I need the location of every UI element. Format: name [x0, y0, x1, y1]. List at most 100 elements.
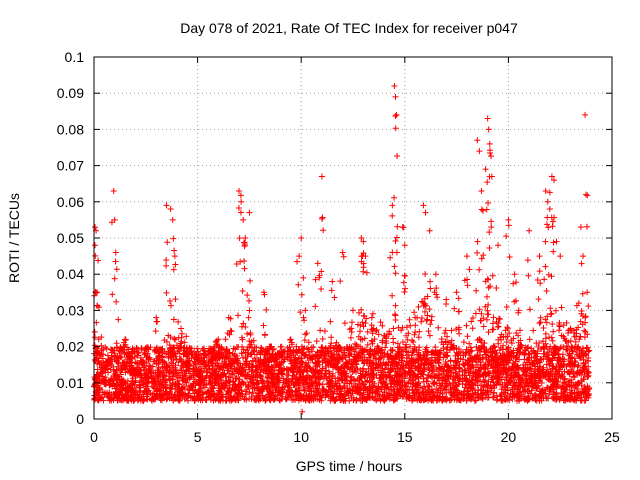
roti-point	[300, 274, 307, 281]
roti-point	[241, 258, 248, 265]
roti-point	[163, 289, 170, 296]
roti-point	[349, 387, 356, 394]
roti-point	[95, 257, 102, 264]
roti-spike-point	[240, 216, 247, 223]
roti-spike-point	[432, 271, 439, 278]
roti-point	[489, 320, 496, 327]
roti-point	[526, 336, 533, 343]
roti-point	[543, 319, 550, 326]
roti-point	[571, 363, 578, 370]
chart-title: Day 078 of 2021, Rate Of TEC Index for r…	[180, 20, 518, 36]
roti-point	[555, 368, 562, 375]
roti-spike-point	[482, 166, 489, 173]
roti-point	[522, 344, 529, 351]
roti-point	[238, 350, 245, 357]
roti-point	[240, 354, 247, 361]
roti-point	[474, 238, 481, 245]
roti-spike-point	[474, 137, 481, 144]
roti-point	[550, 349, 557, 356]
data-points	[91, 82, 593, 415]
roti-spike-point	[476, 148, 483, 155]
roti-spike-point	[495, 242, 502, 249]
roti-point	[246, 307, 253, 314]
roti-point	[525, 272, 532, 279]
roti-point	[393, 234, 400, 241]
roti-point	[570, 348, 576, 355]
roti-point	[511, 388, 518, 395]
roti-point	[424, 383, 431, 390]
roti-point	[513, 279, 520, 286]
roti-point	[545, 271, 552, 278]
roti-point	[250, 348, 257, 355]
roti-point	[443, 300, 450, 307]
roti-point	[415, 303, 422, 310]
roti-point	[542, 238, 549, 245]
roti-spike-point	[169, 216, 176, 223]
roti-point	[478, 365, 485, 372]
roti-spike-point	[426, 227, 433, 234]
roti-point	[369, 310, 376, 317]
roti-point	[575, 362, 582, 369]
roti-point	[441, 373, 448, 380]
roti-point	[465, 388, 472, 395]
roti-point	[390, 335, 397, 342]
roti-point	[487, 149, 494, 156]
roti-point	[313, 338, 320, 345]
roti-point	[244, 292, 251, 299]
roti-point	[541, 276, 548, 283]
roti-point	[478, 255, 485, 262]
roti-spike-point	[302, 307, 309, 314]
roti-point	[328, 287, 335, 294]
roti-point	[91, 328, 98, 335]
roti-spike-point	[287, 336, 294, 343]
roti-point	[577, 333, 584, 340]
roti-point	[171, 247, 178, 254]
roti-point	[169, 376, 176, 383]
roti-point	[549, 321, 556, 328]
roti-point	[211, 390, 218, 397]
roti-point	[172, 261, 179, 268]
roti-point	[489, 272, 496, 279]
roti-point	[485, 199, 492, 206]
roti-point	[224, 347, 231, 354]
roti-point	[255, 357, 262, 364]
roti-point	[524, 364, 531, 371]
roti-point	[556, 345, 563, 352]
roti-point	[394, 395, 401, 402]
roti-point	[348, 319, 355, 326]
roti-point	[488, 153, 495, 160]
roti-point	[400, 279, 407, 286]
roti-point	[247, 379, 254, 386]
roti-point	[239, 287, 246, 294]
roti-point	[490, 314, 497, 321]
roti-point	[205, 349, 212, 356]
roti-point	[542, 330, 549, 337]
roti-point	[346, 397, 353, 404]
roti-point	[164, 239, 171, 246]
roti-point	[486, 244, 493, 251]
roti-spike-point	[486, 140, 493, 147]
roti-point	[556, 327, 563, 334]
roti-point	[468, 379, 475, 386]
roti-point	[464, 333, 471, 340]
roti-point	[533, 385, 540, 392]
roti-spike-point	[339, 249, 346, 256]
roti-point	[534, 357, 541, 364]
roti-point	[483, 316, 490, 323]
roti-point	[206, 348, 213, 355]
roti-point	[321, 328, 328, 335]
roti-point	[447, 388, 454, 395]
roti-point	[427, 321, 434, 328]
roti-point	[355, 349, 362, 356]
roti-point	[170, 266, 177, 273]
roti-point	[330, 394, 337, 401]
roti-point	[202, 361, 209, 368]
roti-point	[366, 377, 373, 384]
roti-point	[301, 317, 308, 324]
roti-point	[560, 351, 567, 358]
roti-point	[543, 221, 550, 228]
roti-point	[110, 368, 117, 375]
roti-point	[422, 270, 429, 277]
roti-point	[341, 320, 348, 327]
roti-point	[483, 206, 490, 213]
